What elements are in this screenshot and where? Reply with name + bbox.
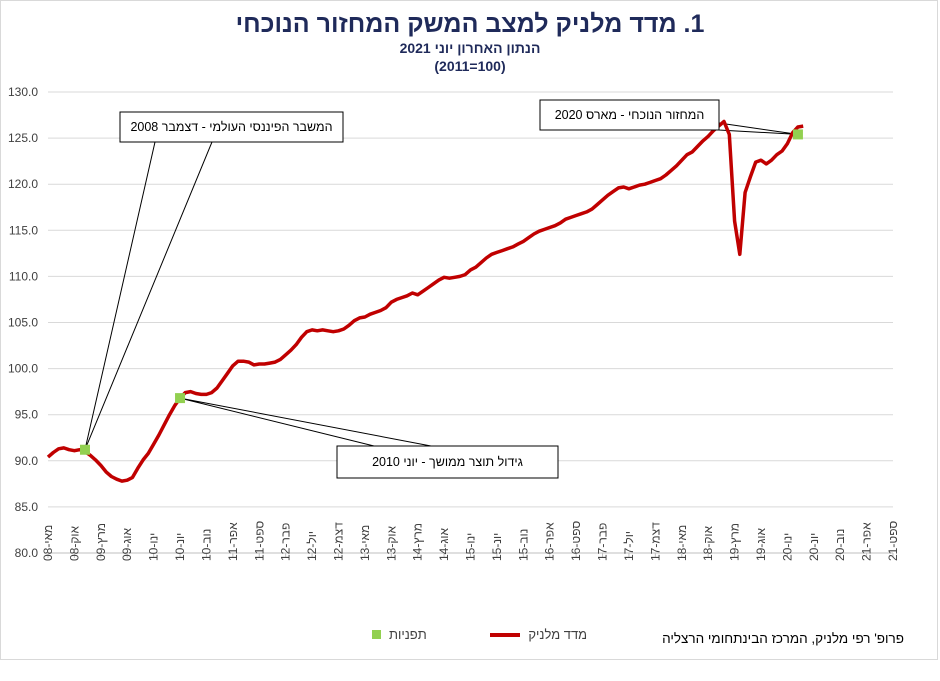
callout-leader [84,141,213,450]
x-tick-label: יול-17 [622,531,636,561]
callout-leader [179,397,432,447]
legend-item-index: מדד מלניק [490,627,587,642]
x-tick-label: נוב-15 [516,529,530,561]
x-tick-label: נוב-20 [833,529,847,561]
chart-base-note: (100=2011) [434,58,506,74]
x-tick-label: ספט-11 [252,521,266,561]
legend-square-swatch [372,630,381,639]
x-tick-label: מאי-13 [358,525,372,561]
y-tick-label: 90.0 [15,454,39,468]
y-tick-label: 105.0 [8,316,38,330]
legend-item-turning-points: תפניות [372,627,427,642]
x-tick-label: אוק-13 [384,525,398,561]
x-tick-label: מרץ-19 [728,523,742,561]
legend-line-swatch [490,632,521,637]
x-tick-label: נוב-10 [199,529,213,561]
y-tick-label: 85.0 [15,500,39,514]
x-tick-label: אוג-09 [120,527,134,561]
x-tick-label: מרץ-09 [94,523,108,561]
index-series-line [46,119,804,483]
callout-box [539,99,720,131]
x-tick-label: ספט-16 [569,521,583,561]
chart-legend: מדד מלניק תפניות [372,627,587,642]
chart-title: 1. מדד מלניק למצב המשק המחזור הנוכחי [235,10,705,38]
callout-leader [718,122,799,135]
x-tick-label: דצמ-12 [331,522,345,561]
y-tick-label: 115.0 [9,223,38,237]
x-tick-label: מאי-08 [41,525,55,561]
x-tick-label: יול-12 [305,531,319,561]
chart-frame [0,0,938,660]
x-tick-label: אפר-11 [226,522,240,561]
callout-box [336,445,559,479]
y-tick-label: 125.0 [8,131,38,145]
turning-point-marker [79,444,90,455]
x-tick-label: יונ-10 [173,533,187,561]
x-tick-label: אפר-21 [860,522,874,561]
callout-label: המשבר הפיננסי העולמי - דצמבר 2008 [130,120,332,134]
y-tick-label: 95.0 [15,408,39,422]
x-tick-label: ינו-15 [464,533,478,561]
x-tick-label: ינו-10 [147,533,161,561]
x-tick-label: דצמ-17 [648,522,662,561]
x-tick-label: מאי-18 [675,525,689,561]
x-tick-label: אוג-14 [437,527,451,561]
x-tick-label: יונ-20 [807,533,821,561]
chart-subtitle: הנתון האחרון יוני 2021 [399,40,541,56]
y-tick-label: 80.0 [15,546,39,560]
x-tick-label: פבר-17 [596,523,610,561]
x-tick-label: אפר-16 [543,522,557,561]
x-tick-label: ספט-21 [886,521,900,561]
y-tick-label: 120.0 [8,177,38,191]
callout-label: גידול תוצר ממושך - יוני 2010 [372,455,523,469]
turning-point-marker [175,393,186,404]
y-tick-label: 110.0 [9,269,38,283]
legend-index-label: מדד מלניק [528,627,588,642]
chart-credit: פרופ' רפי מלניק, המרכז הבינתחומי הרצליה [662,631,904,646]
legend-turning-label: תפניות [389,627,427,642]
x-tick-label: אוק-18 [701,525,715,561]
x-tick-label: אוק-08 [67,525,81,561]
y-tick-label: 130.0 [8,85,38,99]
x-tick-label: מרץ-14 [411,523,425,561]
x-tick-label: אוג-19 [754,527,768,561]
y-tick-label: 100.0 [8,362,38,376]
x-tick-label: ינו-20 [780,533,794,561]
x-tick-label: יונ-15 [490,533,504,561]
callout-label: המחזור הנוכחי - מארס 2020 [555,108,705,122]
turning-point-marker [792,129,803,140]
callout-box [119,111,344,143]
x-tick-label: פבר-12 [279,523,293,561]
